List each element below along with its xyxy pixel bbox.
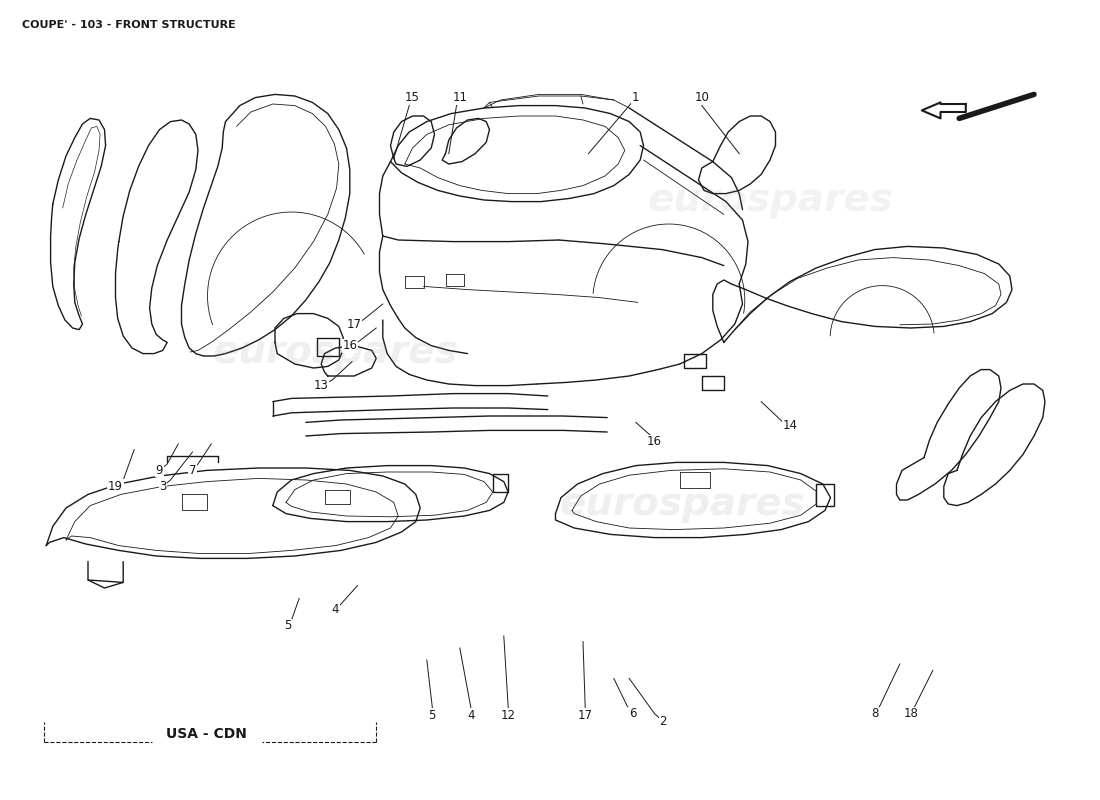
Text: 4: 4 [332, 603, 339, 616]
Text: 18: 18 [903, 707, 918, 720]
Text: 2: 2 [660, 715, 667, 728]
Text: 16: 16 [342, 339, 358, 352]
Text: 10: 10 [694, 91, 710, 104]
Text: 5: 5 [429, 709, 436, 722]
Text: eurospares: eurospares [647, 181, 893, 219]
Text: eurospares: eurospares [212, 333, 459, 371]
Text: USA - CDN: USA - CDN [166, 727, 248, 742]
Text: 5: 5 [285, 619, 292, 632]
Text: 4: 4 [468, 709, 474, 722]
Text: 12: 12 [500, 709, 516, 722]
Text: 6: 6 [629, 707, 636, 720]
Text: 1: 1 [632, 91, 639, 104]
Text: 8: 8 [871, 707, 878, 720]
Text: 14: 14 [782, 419, 797, 432]
Text: 15: 15 [405, 91, 420, 104]
Text: COUPE' - 103 - FRONT STRUCTURE: COUPE' - 103 - FRONT STRUCTURE [22, 20, 235, 30]
Text: 17: 17 [346, 318, 362, 330]
Text: eurospares: eurospares [559, 485, 805, 523]
Text: 11: 11 [452, 91, 468, 104]
Text: 13: 13 [314, 379, 329, 392]
Text: 7: 7 [189, 464, 196, 477]
Text: 16: 16 [647, 435, 662, 448]
Text: 17: 17 [578, 709, 593, 722]
Text: 3: 3 [160, 480, 166, 493]
Text: 9: 9 [156, 464, 163, 477]
Text: 19: 19 [108, 480, 123, 493]
